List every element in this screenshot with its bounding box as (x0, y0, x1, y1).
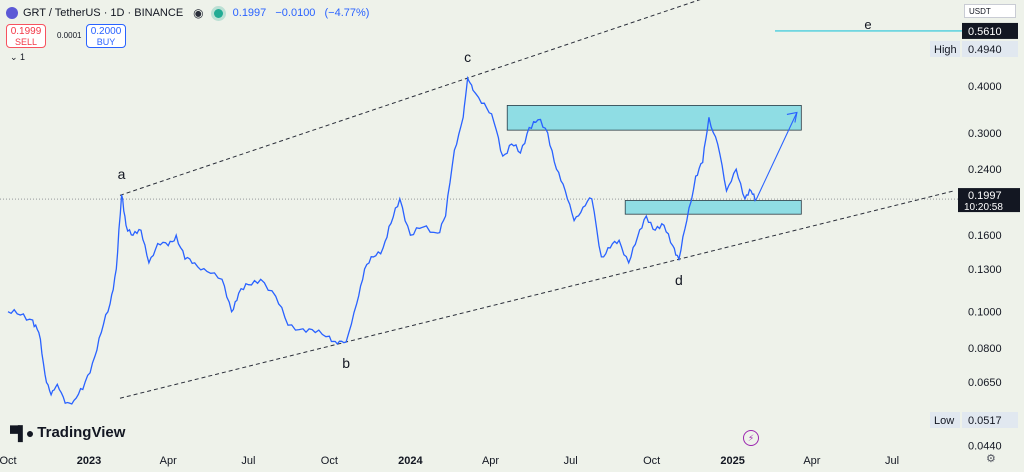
low-value-bg (962, 412, 1018, 428)
y-tick-label: 0.0650 (968, 377, 1002, 389)
zone-1 (506, 105, 802, 131)
x-tick-label: 2025 (720, 455, 744, 467)
x-tick-label: Jul (564, 455, 578, 467)
zone-2 (624, 200, 802, 215)
y-tick-label: 0.0440 (968, 440, 1002, 452)
x-tick-label: Apr (803, 455, 820, 467)
indicator-toggle[interactable]: ⌄ 1 (10, 52, 26, 62)
settings-gear-icon[interactable]: ⚙ (986, 453, 996, 465)
y-tick-label: 0.3000 (968, 128, 1002, 140)
lower-channel-line (119, 190, 956, 399)
high-label: High (934, 44, 957, 56)
projection-arrow-head (786, 111, 798, 123)
quote-last: 0.1997 (232, 7, 267, 19)
quote-readout: 0.1997 −0.0100 (−4.77%) (233, 7, 376, 19)
x-tick-label: 2023 (77, 455, 101, 467)
e-level-label: e (864, 17, 871, 32)
sell-label: SELL (14, 37, 38, 47)
grt-coin-icon (6, 7, 18, 19)
buy-price: 0.2000 (90, 26, 122, 37)
chart-header: GRT / TetherUS · 1D · BINANCE ◉ 0.1997 −… (6, 4, 375, 22)
pivot-label-d: d (675, 272, 683, 288)
x-tick-label: Jul (885, 455, 899, 467)
sell-button[interactable]: 0.1999 SELL (6, 24, 46, 48)
e-value-tag (962, 22, 1018, 39)
buy-label: BUY (96, 37, 116, 47)
indicator-count: 1 (20, 52, 26, 62)
upper-channel-line (119, 0, 701, 196)
quote-change-pct: (−4.77%) (324, 7, 370, 19)
currency-selector[interactable]: USDT (964, 4, 1016, 18)
channel-segment (119, 190, 956, 399)
pivot-label-b: b (342, 355, 350, 371)
buy-button[interactable]: 0.2000 BUY (86, 24, 126, 48)
quote-change: −0.0100 (275, 7, 316, 19)
eye-icon[interactable]: ◉ (193, 6, 204, 20)
lightning-icon[interactable]: ⚡ (743, 430, 759, 446)
low-label-bg (930, 412, 960, 428)
y-tick-label: 0.1300 (968, 264, 1002, 276)
sell-price: 0.1999 (10, 26, 42, 37)
x-tick-label: Oct (321, 455, 338, 467)
tradingview-mark-icon: ▀▌● (10, 424, 34, 441)
tradingview-logo[interactable]: ▀▌● TradingView (10, 424, 125, 441)
x-tick-label: Jul (241, 455, 255, 467)
market-open-icon (213, 8, 223, 18)
high-label-bg (930, 41, 960, 57)
high-value: 0.4940 (968, 44, 1002, 56)
e-value-label: 0.5610 (968, 26, 1002, 38)
low-value: 0.0517 (968, 415, 1002, 427)
symbol-title[interactable]: GRT / TetherUS · 1D · BINANCE (23, 7, 184, 19)
channel-segment (119, 0, 701, 196)
x-tick-label: Apr (160, 455, 177, 467)
pivot-label-a: a (118, 166, 126, 182)
y-tick-label: 0.2400 (968, 164, 1002, 176)
y-tick-label: 0.4000 (968, 81, 1002, 93)
high-value-bg (962, 41, 1018, 57)
price-series-line (7, 75, 757, 405)
y-tick-label: 0.0800 (968, 343, 1002, 355)
y-tick-label: 0.1600 (968, 230, 1002, 242)
projection-arrow (755, 112, 798, 200)
countdown-label: 10:20:58 (964, 202, 1003, 213)
x-tick-label: 2024 (398, 455, 423, 467)
y-tick-label: 0.1000 (968, 307, 1002, 319)
last-price-label: 0.1997 (968, 190, 1002, 202)
low-label: Low (934, 415, 954, 427)
pivot-label-c: c (464, 49, 471, 65)
x-tick-label: Oct (643, 455, 660, 467)
spread-value: 0.0001 (57, 31, 82, 40)
brand-name: TradingView (37, 424, 126, 441)
x-tick-label: Oct (0, 455, 17, 467)
last-price-tag (958, 188, 1020, 213)
x-tick-label: Apr (482, 455, 499, 467)
